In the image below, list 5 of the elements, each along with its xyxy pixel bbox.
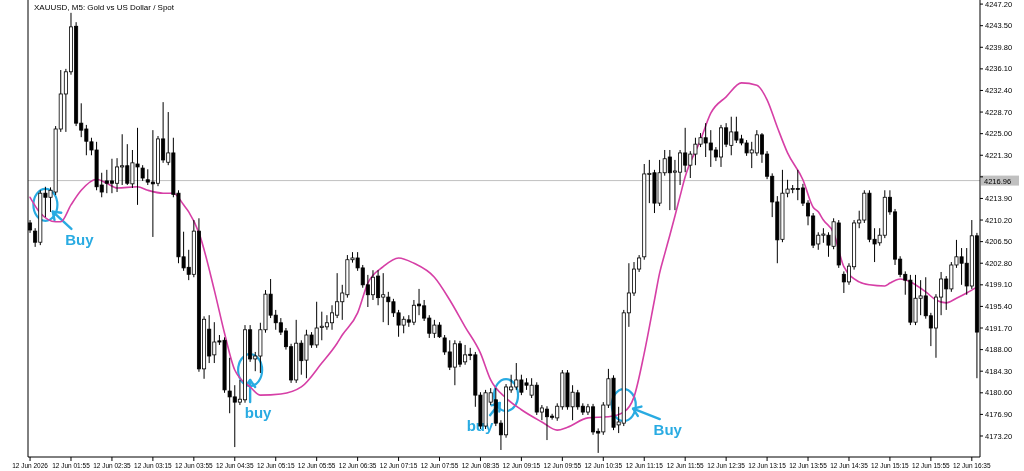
annotation: buy: [466, 417, 495, 435]
annotation: Buy: [653, 421, 683, 439]
annotation: buy: [244, 404, 273, 422]
chart-title: XAUUSD, M5: Gold vs US Dollar / Spot: [34, 3, 175, 12]
annotation: Buy: [65, 230, 95, 248]
